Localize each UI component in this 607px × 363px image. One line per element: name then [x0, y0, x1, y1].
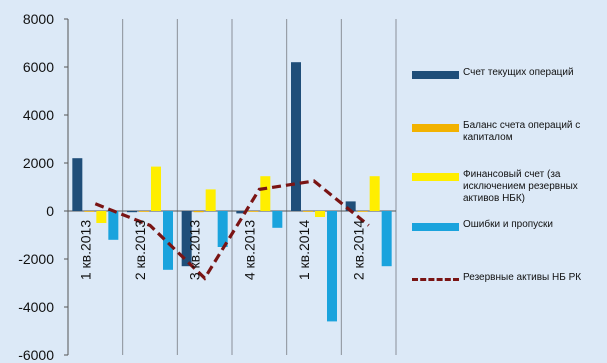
legend-item-errors: Ошибки и пропуски [412, 219, 603, 231]
bar [369, 176, 380, 211]
bar [163, 211, 173, 270]
bar [139, 211, 149, 212]
bar [327, 211, 337, 322]
legend-swatch [412, 223, 459, 231]
y-tick-label: -6000 [18, 347, 54, 363]
legend-swatch [412, 71, 459, 79]
legend-label: Счет текущих операций [463, 67, 574, 78]
y-axis: -6000 -4000 -2000 0 2000 4000 6000 8000 [18, 11, 68, 363]
bar [205, 189, 216, 211]
bar [151, 166, 161, 211]
y-tick-label: 8000 [23, 11, 54, 27]
bar [291, 62, 301, 212]
x-category-label: 1 кв.2014 [296, 220, 312, 280]
bar [236, 211, 247, 214]
bar [217, 211, 228, 247]
bar [181, 211, 192, 267]
x-axis-labels: 1 кв.2013 2 кв.2013 3 кв.2013 4 кв.2013 1 кв… [77, 220, 366, 280]
legend: Счет текущих операций Баланс счета опера… [412, 0, 607, 363]
legend-label: Резервные активы НБ РК [463, 272, 582, 283]
legend-label: Финансовый счет (за исключением резервны… [463, 169, 578, 204]
x-category-label: 2 кв.2014 [351, 220, 367, 280]
legend-label: Ошибки и пропуски [463, 219, 554, 230]
bar [193, 211, 204, 213]
legend-item-capital-account: Баланс счета операций с капиталом [412, 120, 603, 144]
bar [108, 211, 119, 240]
bar [248, 211, 259, 212]
y-tick-label: 4000 [23, 107, 54, 123]
grid [67, 19, 397, 355]
legend-item-financial-account: Финансовый счет (за исключением резервны… [412, 169, 603, 205]
bar [272, 211, 283, 228]
bars [72, 62, 392, 322]
y-tick-label: 0 [46, 203, 54, 219]
y-tick-label: -4000 [18, 299, 54, 315]
y-tick-label: 2000 [23, 155, 54, 171]
x-category-label: 3 кв.2013 [187, 220, 203, 280]
legend-swatch [412, 124, 459, 132]
legend-swatch [412, 173, 459, 181]
legend-dash [412, 278, 459, 281]
bar [357, 211, 368, 212]
reserve-line [94, 179, 370, 281]
y-tick-label: 6000 [23, 59, 54, 75]
bar [72, 158, 83, 211]
x-category-label: 1 кв.2013 [77, 220, 93, 280]
bar [345, 201, 356, 211]
bar [96, 211, 107, 223]
x-category-label: 2 кв.2013 [132, 220, 148, 280]
bar [127, 211, 137, 213]
bar [315, 211, 325, 217]
legend-label: Баланс счета операций с капиталом [463, 120, 581, 143]
x-category-label: 4 кв.2013 [241, 220, 257, 280]
legend-item-current-account: Счет текущих операций [412, 67, 603, 79]
bar [381, 211, 392, 267]
y-tick-label: -2000 [18, 251, 54, 267]
bar [260, 176, 271, 211]
reserve-line-path [94, 179, 370, 281]
legend-item-reserve-assets: Резервные активы НБ РК [412, 272, 603, 284]
bar [84, 211, 95, 212]
bar [303, 211, 313, 212]
